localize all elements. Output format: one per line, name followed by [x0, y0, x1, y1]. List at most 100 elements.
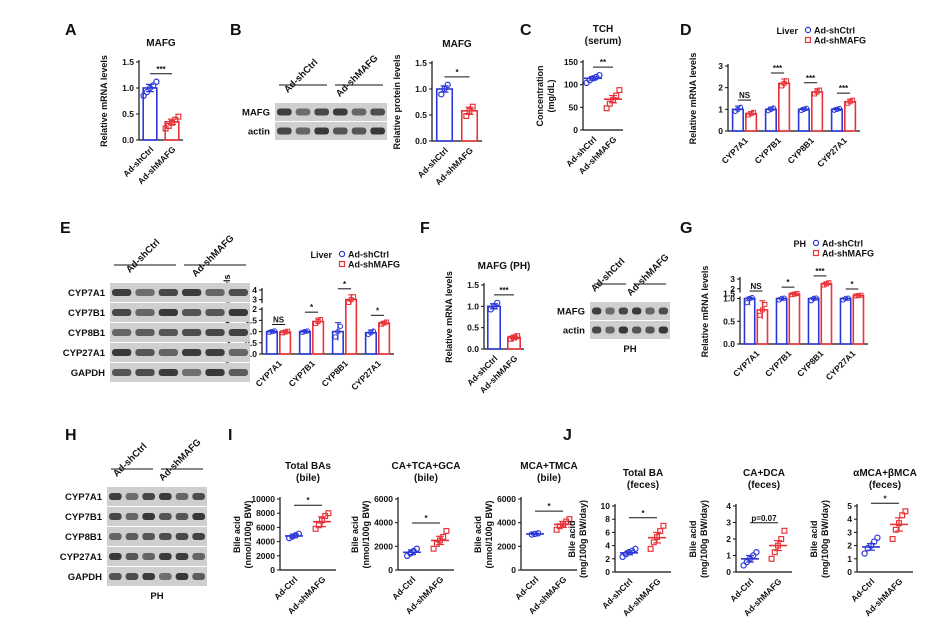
bar: [811, 91, 824, 132]
blot-row-label: CYP7A1: [65, 492, 103, 503]
data-point: [899, 512, 906, 519]
y-tick-label: 0.5: [415, 110, 427, 120]
significance-label: *: [424, 514, 428, 523]
y-tick-label: 3: [730, 274, 735, 284]
y-axis-label: Bile acid: [473, 516, 483, 553]
blot-band: [112, 309, 132, 316]
bar: [839, 297, 852, 345]
data-point: [169, 119, 176, 126]
bar: [312, 320, 325, 355]
blot-strip: [107, 487, 207, 506]
blot-band: [175, 553, 189, 560]
blot-band: [645, 326, 655, 334]
blot-row-label: MAFG: [557, 307, 585, 318]
x-tick-label: Ad-Ctrl: [513, 574, 540, 601]
panel-label-c: C: [520, 22, 532, 39]
blot-b: Ad-shCtrl Ad-shMAFG MAFG actin: [242, 53, 387, 140]
data-point: [535, 530, 542, 537]
blot-band: [658, 326, 668, 334]
data-point: [469, 103, 476, 110]
blot-band: [158, 329, 178, 336]
data-point: [861, 550, 868, 557]
chart-title: Total BA: [623, 468, 663, 479]
blot-strip: [110, 343, 250, 362]
bar: [807, 297, 820, 345]
blot-band: [228, 349, 248, 356]
data-point: [650, 539, 657, 546]
x-tick-label: Ad-Ctrl: [849, 576, 876, 603]
blot-band: [142, 573, 155, 580]
significance-label: ***: [156, 65, 166, 74]
y-tick-label: 4000: [497, 518, 516, 528]
data-point: [603, 105, 610, 112]
data-point: [566, 516, 573, 523]
chart-title: Liver: [310, 250, 332, 260]
data-point: [801, 106, 807, 113]
data-point: [153, 78, 160, 85]
blot-band: [618, 326, 628, 334]
data-point: [660, 522, 667, 529]
y-axis-label: Relative mRNA levels: [688, 53, 698, 145]
blot-band: [158, 349, 178, 356]
blot-row-label: actin: [248, 127, 270, 138]
legend-marker: [338, 250, 346, 258]
x-tick-label: CYP27A1: [824, 348, 858, 382]
blot-band: [182, 329, 202, 336]
chart-g: 0.0 0.5 1.01.523 Relative mRNA levels NS CYP7…: [700, 239, 874, 383]
data-point: [810, 295, 817, 302]
blot-band: [605, 307, 615, 315]
y-tick-label: 2: [726, 534, 731, 544]
blot-band: [370, 108, 385, 116]
y-axis-label-unit: (mg/100g BW/day): [820, 500, 830, 578]
data-point: [831, 107, 838, 113]
data-point: [511, 334, 518, 341]
blot-band: [158, 369, 178, 376]
significance-label: ***: [839, 84, 849, 93]
bar: [142, 87, 158, 141]
y-tick-label: 0.0: [415, 136, 427, 146]
legend-marker: [804, 36, 812, 44]
panel-label-g: G: [680, 220, 692, 237]
data-point: [889, 535, 896, 542]
data-point: [781, 527, 788, 534]
significance-label: *: [786, 278, 790, 287]
data-point: [874, 534, 881, 541]
blot-band: [142, 553, 155, 560]
significance-label: *: [343, 280, 347, 289]
chart-i2: 0 2000 4000 6000 Bile acid (nmol/100g BW) CA+T…: [350, 461, 460, 616]
blot-band: [658, 307, 668, 315]
y-tick-label: 2: [730, 284, 735, 294]
blot-band: [182, 369, 202, 376]
data-point: [271, 328, 278, 334]
legend-label: Ad-shMAFG: [822, 249, 874, 259]
blot-strip: [110, 283, 250, 302]
y-tick-label: 4000: [374, 518, 393, 528]
blot-band: [228, 329, 248, 336]
chart-subtitle: (bile): [296, 473, 320, 484]
blot-strip: [275, 103, 387, 121]
blot-band: [159, 573, 172, 580]
data-point: [813, 295, 819, 301]
y-tick-label: 4: [605, 541, 610, 551]
blot-band: [109, 573, 122, 580]
data-point: [299, 329, 306, 335]
y-axis-label: Bile acid: [567, 520, 577, 557]
significance-label: ***: [806, 74, 816, 83]
blot-band: [314, 127, 329, 135]
y-tick-label: 0.0: [122, 135, 134, 145]
chart-title: MCA+TMCA: [520, 461, 578, 472]
y-axis-label-unit: (nmol/100g BW): [243, 500, 253, 568]
data-point: [295, 530, 302, 537]
data-point: [441, 85, 448, 93]
panel-label-b: B: [230, 22, 242, 39]
data-point: [657, 528, 664, 535]
blot-band: [351, 108, 367, 116]
blot-band: [333, 127, 348, 135]
blot-row-label: CYP7B1: [68, 308, 106, 319]
blot-band: [112, 329, 132, 336]
data-point: [269, 328, 275, 335]
blot-strip: [110, 363, 250, 382]
y-tick-label: 6000: [256, 522, 275, 532]
blot-band: [135, 289, 155, 296]
